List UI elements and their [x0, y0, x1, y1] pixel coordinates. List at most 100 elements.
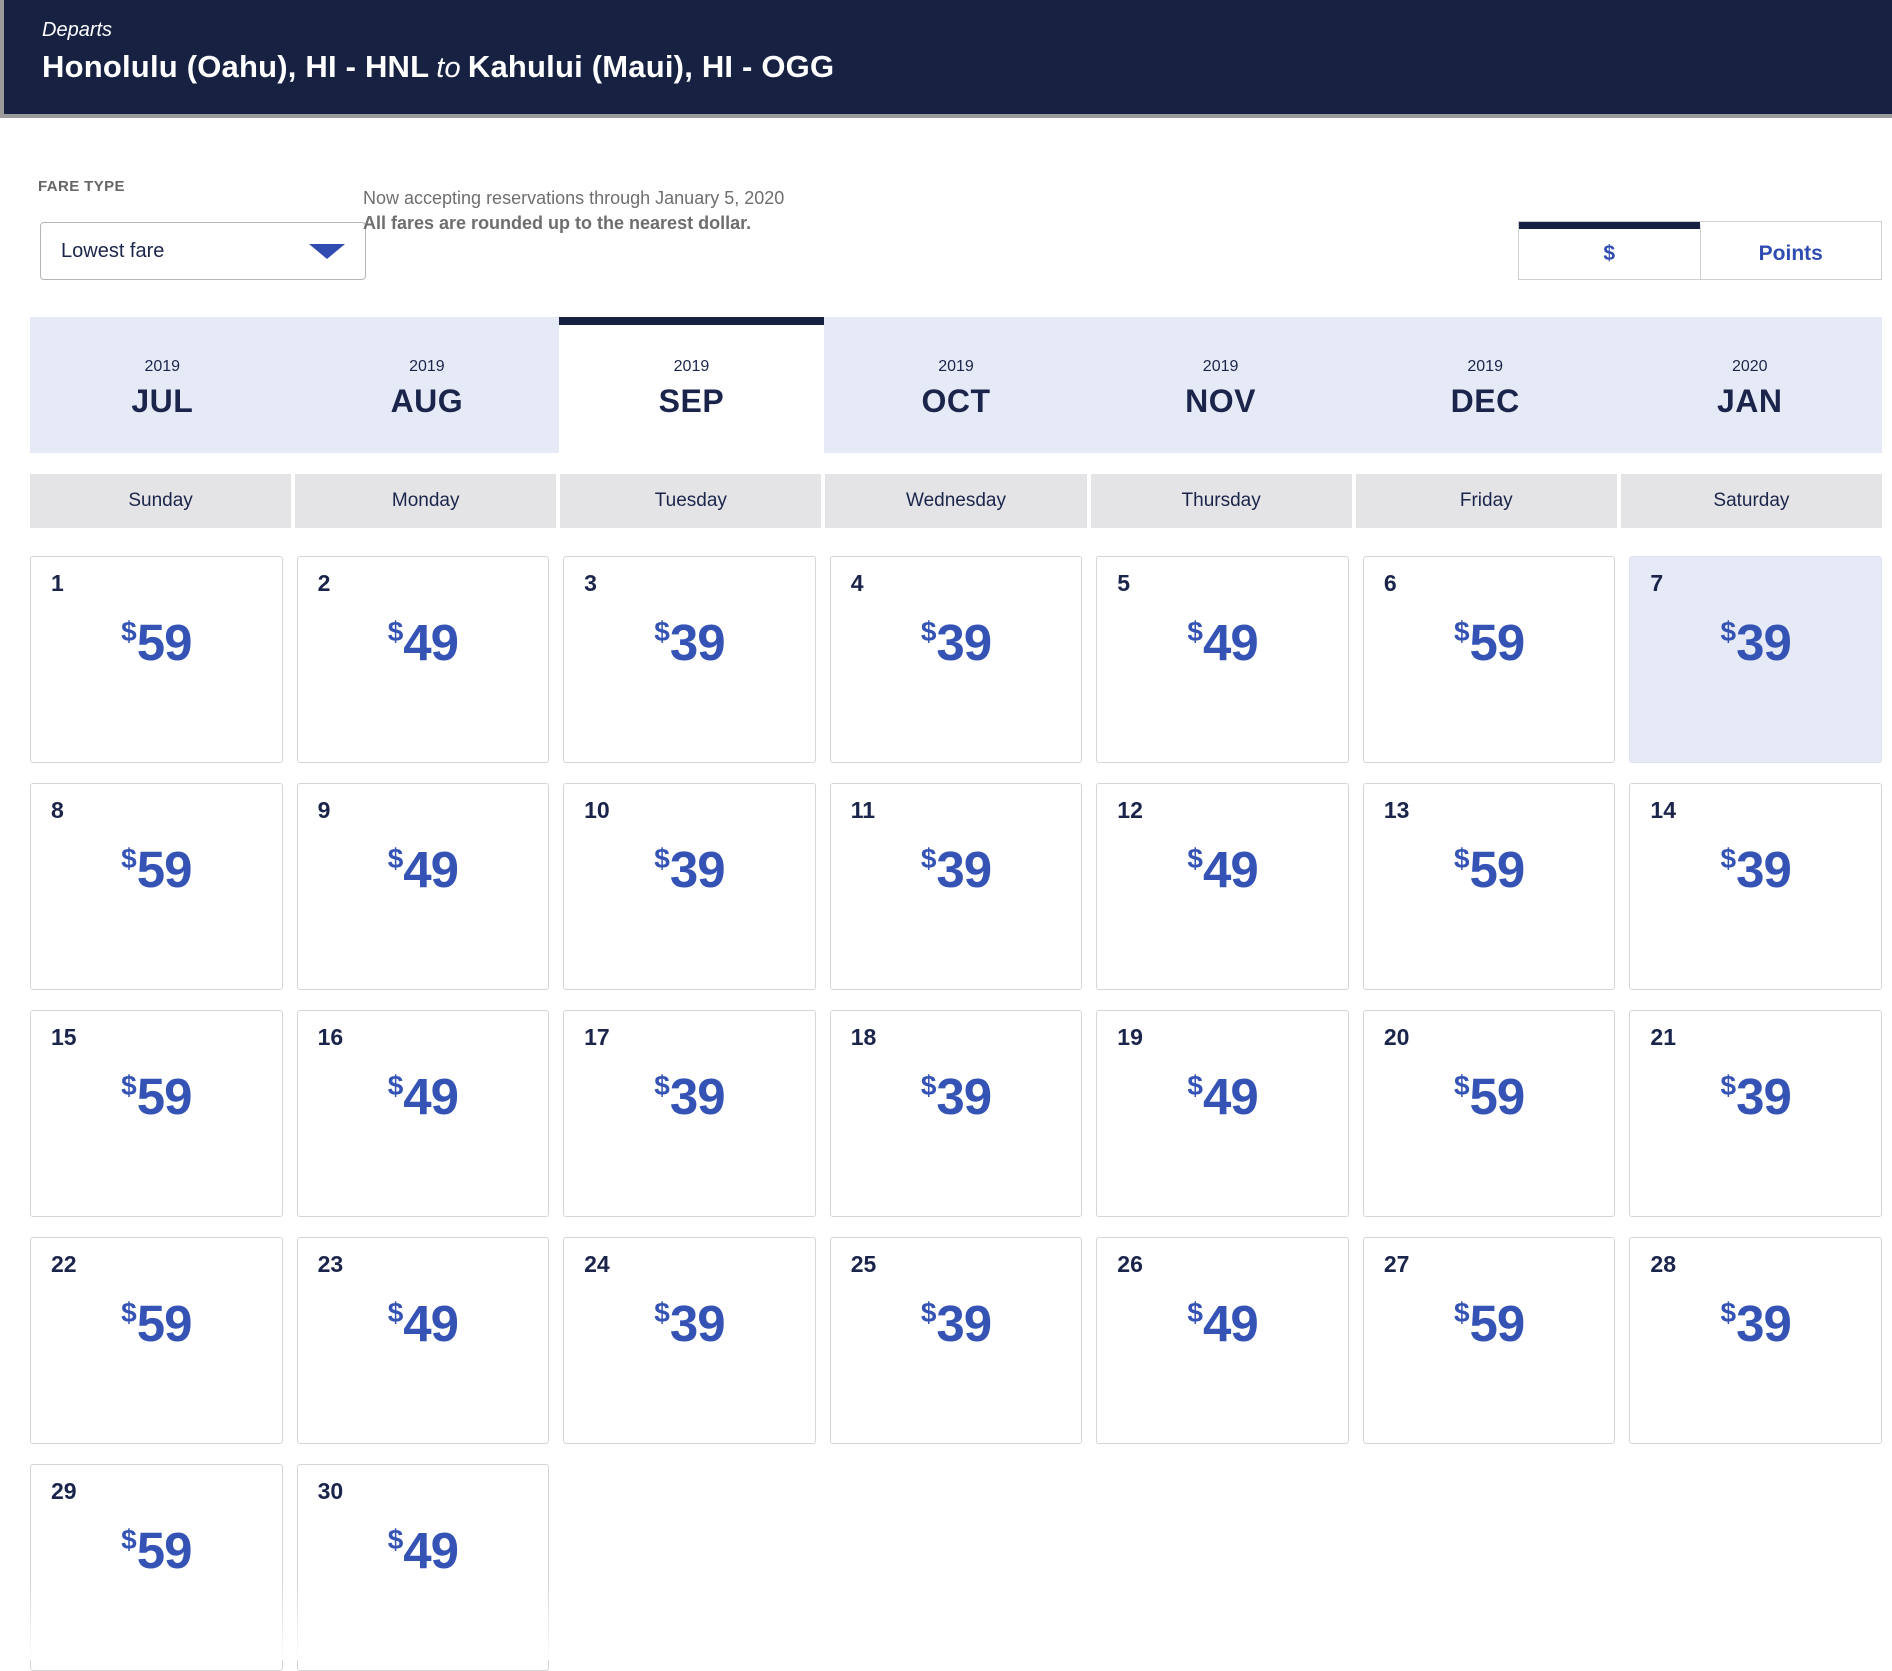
reservation-notice: Now accepting reservations through Janua… [363, 186, 784, 236]
day-cell-14[interactable]: 14 $39 [1629, 783, 1882, 990]
day-number: 24 [584, 1251, 610, 1277]
fare-price: $39 [831, 613, 1082, 672]
month-tabs: 2019 JUL 2019 AUG 2019 SEP 2019 OCT 2019 NOV 2019 D… [30, 317, 1883, 453]
tab-month-label: JUL [131, 383, 194, 419]
tab-month-dec[interactable]: 2019 DEC [1352, 317, 1618, 453]
tab-month-aug[interactable]: 2019 AUG [294, 317, 560, 453]
day-cell-16[interactable]: 16 $49 [296, 1010, 550, 1217]
dollar-icon: $ [1720, 1297, 1737, 1328]
currency-toggle: $ Points [1518, 221, 1882, 280]
fare-amount: 59 [1469, 841, 1526, 898]
weekday-wednesday: Wednesday [825, 474, 1087, 528]
day-cell-25[interactable]: 25 $39 [829, 1237, 1083, 1444]
day-number: 29 [51, 1478, 77, 1504]
day-cell-18[interactable]: 18 $39 [829, 1010, 1083, 1217]
reservation-notice-line1: Now accepting reservations through Janua… [363, 188, 785, 208]
fare-amount: 49 [403, 1522, 459, 1579]
day-cell-10[interactable]: 10 $39 [563, 783, 816, 990]
fare-type-dropdown[interactable]: Lowest fare [40, 222, 366, 280]
fare-amount: 59 [136, 614, 193, 671]
dollar-icon: $ [920, 1297, 937, 1328]
day-cell-7[interactable]: 7 $39 [1629, 556, 1882, 763]
fare-price: $59 [31, 613, 282, 672]
fare-amount: 39 [936, 1068, 992, 1125]
dollar-icon: $ [121, 616, 137, 647]
tab-month-jul[interactable]: 2019 JUL [30, 317, 295, 453]
tab-month-label: DEC [1450, 383, 1520, 419]
tab-month-nov[interactable]: 2019 NOV [1088, 317, 1353, 453]
fare-amount: 59 [136, 1522, 193, 1579]
tab-year-label: 2019 [938, 358, 974, 375]
dollar-icon: $ [654, 616, 670, 647]
points-toggle-button[interactable]: Points [1699, 222, 1882, 279]
day-cell-30[interactable]: 30 $49 [296, 1464, 550, 1671]
day-cell-20[interactable]: 20 $59 [1362, 1010, 1616, 1217]
day-cell-17[interactable]: 17 $39 [563, 1010, 816, 1217]
day-cell-13[interactable]: 13 $59 [1362, 783, 1616, 990]
day-number: 18 [850, 1024, 877, 1050]
fare-price: $39 [1630, 840, 1881, 899]
dollar-toggle-button[interactable]: $ [1519, 222, 1700, 279]
day-cell-3[interactable]: 3 $39 [563, 556, 816, 763]
tab-month-label: AUG [390, 383, 464, 419]
route-header: Departs Honolulu (Oahu), HI - HNL to Kahul… [0, 0, 1892, 118]
fare-price: $39 [564, 1067, 815, 1126]
day-cell-24[interactable]: 24 $39 [563, 1237, 816, 1444]
day-cell-12[interactable]: 12 $49 [1096, 783, 1349, 990]
route-title: Honolulu (Oahu), HI - HNL to Kahului (Maui… [42, 49, 1892, 85]
dollar-icon: $ [1720, 843, 1737, 874]
day-cell-27[interactable]: 27 $59 [1362, 1237, 1616, 1444]
weekday-sunday: Sunday [30, 474, 292, 528]
day-number: 8 [51, 797, 64, 823]
day-cell-26[interactable]: 26 $49 [1096, 1237, 1349, 1444]
day-cell-6[interactable]: 6 $59 [1362, 556, 1616, 763]
fare-price: $49 [1097, 613, 1348, 672]
day-cell-8[interactable]: 8 $59 [30, 783, 283, 990]
day-cell-11[interactable]: 11 $39 [829, 783, 1083, 990]
fare-amount: 59 [136, 1295, 193, 1352]
fare-price: $49 [298, 1521, 549, 1580]
fare-price: $39 [831, 840, 1082, 899]
fare-price: $49 [298, 613, 549, 672]
tab-month-jan[interactable]: 2020 JAN [1617, 317, 1883, 453]
fare-amount: 39 [669, 841, 726, 898]
departs-label: Departs [42, 19, 113, 41]
dollar-icon: $ [1453, 843, 1470, 874]
day-number: 12 [1117, 797, 1143, 823]
fare-amount: 59 [1469, 1068, 1526, 1125]
day-cell-22[interactable]: 22 $59 [30, 1237, 283, 1444]
day-cell-4[interactable]: 4 $39 [829, 556, 1083, 763]
fare-price: $39 [1630, 1294, 1881, 1353]
fare-amount: 39 [1736, 841, 1792, 898]
day-cell-2[interactable]: 2 $49 [296, 556, 550, 763]
day-cell-19[interactable]: 19 $49 [1096, 1010, 1349, 1217]
day-number: 27 [1383, 1251, 1410, 1277]
day-number: 3 [584, 570, 597, 596]
fare-price: $59 [31, 1067, 282, 1126]
tab-month-sep[interactable]: 2019 SEP [559, 317, 824, 453]
tab-year-label: 2019 [144, 358, 181, 375]
day-cell-21[interactable]: 21 $39 [1629, 1010, 1882, 1217]
fare-amount: 59 [136, 841, 193, 898]
fare-price: $49 [298, 840, 549, 899]
tab-month-oct[interactable]: 2019 OCT [823, 317, 1089, 453]
day-cell-23[interactable]: 23 $49 [296, 1237, 550, 1444]
fare-price: $39 [564, 840, 815, 899]
day-number: 13 [1383, 797, 1410, 823]
fare-amount: 39 [669, 1295, 726, 1352]
day-number: 17 [584, 1024, 610, 1050]
day-cell-15[interactable]: 15 $59 [30, 1010, 283, 1217]
dollar-icon: $ [121, 1297, 137, 1328]
dollar-icon: $ [654, 1297, 670, 1328]
dollar-icon: $ [654, 1070, 670, 1101]
fare-price: $39 [1630, 613, 1881, 672]
day-cell-1[interactable]: 1 $59 [30, 556, 283, 763]
day-cell-9[interactable]: 9 $49 [296, 783, 550, 990]
day-cell-5[interactable]: 5 $49 [1096, 556, 1349, 763]
weekday-saturday: Saturday [1620, 474, 1882, 528]
fare-amount: 39 [936, 614, 992, 671]
day-number: 1 [51, 570, 64, 596]
day-cell-28[interactable]: 28 $39 [1629, 1237, 1882, 1444]
day-cell-29[interactable]: 29 $59 [30, 1464, 283, 1671]
dollar-icon: $ [387, 1070, 404, 1101]
